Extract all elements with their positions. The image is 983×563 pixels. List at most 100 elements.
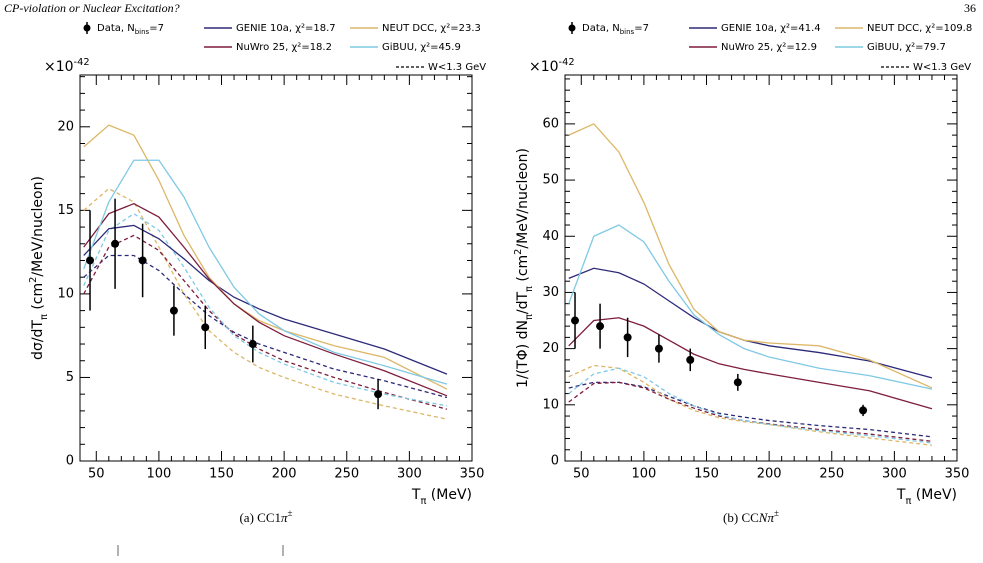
text-part: ± <box>774 508 779 518</box>
text-part: /MeV/nucleon) <box>30 176 46 277</box>
data-point <box>686 355 695 364</box>
dashed-curve <box>83 254 448 399</box>
text-part: T <box>411 487 421 503</box>
x-tick-label: 100 <box>631 467 656 482</box>
text-part: (cm <box>515 255 531 286</box>
dashed-curve <box>568 381 933 442</box>
x-tick-label: 350 <box>460 467 485 482</box>
legend-label: Data, Nbins=7 <box>582 23 649 36</box>
text-part: -42 <box>74 57 90 68</box>
x-tick-label: 200 <box>272 467 297 482</box>
y-tick-label: 5 <box>66 370 74 385</box>
text-part: bins <box>135 28 150 36</box>
data-point <box>111 239 120 248</box>
text-part: ×10 <box>529 59 559 75</box>
text-part: T <box>896 487 906 503</box>
text-part: =7 <box>149 23 164 34</box>
x-tick-label: 50 <box>573 467 590 482</box>
legend-label: W<1.3 GeV <box>428 62 486 73</box>
x-axis-label: Tπ (MeV) <box>896 487 957 507</box>
y-tick-label: 0 <box>551 454 559 469</box>
x-tick-label: 250 <box>819 467 844 482</box>
x-tick-label: 200 <box>757 467 782 482</box>
x-tick-label: 250 <box>334 467 359 482</box>
data-point <box>86 256 95 265</box>
x-tick-label: 100 <box>146 467 171 482</box>
x-tick-label: 50 <box>88 467 105 482</box>
text-part: ×10 <box>44 59 74 75</box>
page-number: 36 <box>964 1 976 15</box>
model-curve <box>568 224 933 390</box>
data-point <box>596 322 605 331</box>
text-part: ± <box>288 508 293 518</box>
data-point <box>623 333 632 342</box>
model-curve <box>568 317 933 410</box>
text-part: =7 <box>634 23 649 34</box>
legend-label: W<1.3 GeV <box>913 62 971 73</box>
data-point <box>169 306 178 315</box>
x-tick-label: 350 <box>945 467 970 482</box>
model-curve <box>83 224 448 375</box>
y-tick-label: 30 <box>542 285 559 300</box>
legend-label: GENIE 10a, χ²=18.7 <box>236 23 336 34</box>
x-tick-label: 150 <box>209 467 234 482</box>
text-part: (b) CC <box>723 510 759 525</box>
caption: (a) CC1π± <box>239 508 292 525</box>
text-part: π <box>39 314 50 320</box>
legend-label: NEUT DCC, χ²=23.3 <box>382 23 481 34</box>
axis-exponent: ×10-42 <box>44 57 90 76</box>
legend-label: Data, Nbins=7 <box>97 23 164 36</box>
text-part: (cm <box>30 283 46 314</box>
legend-glyph <box>83 24 91 32</box>
data-point <box>654 344 663 353</box>
x-tick-label: 300 <box>882 467 907 482</box>
text-part: 1/(TΦ) dN <box>515 320 531 388</box>
y-axis-label: dσ/dTπ (cm2/MeV/nucleon) <box>28 176 50 360</box>
legend-label: GiBUU, χ²=79.7 <box>867 42 946 53</box>
data-point <box>859 406 868 415</box>
caption: (b) CCNπ± <box>723 508 779 525</box>
dashed-curve <box>83 212 448 407</box>
text-part: 2 <box>513 249 524 255</box>
running-title: CP-violation or Nuclear Excitation? <box>4 1 180 15</box>
legend-label: NuWro 25, χ²=12.9 <box>721 42 817 53</box>
text-part: /dT <box>515 292 531 315</box>
dashed-curve <box>568 364 933 446</box>
data-point <box>138 256 147 265</box>
text-part: 2 <box>28 277 39 283</box>
text-part: π <box>281 510 288 525</box>
y-axis-label: 1/(TΦ) dNπ/dTπ (cm2/MeV/nucleon) <box>513 148 535 388</box>
x-tick-label: 150 <box>694 467 719 482</box>
text-part: bins <box>620 28 635 36</box>
text-part: Nπ <box>758 510 775 525</box>
dashed-curve <box>83 187 448 420</box>
text-part: π <box>524 286 535 292</box>
dashed-curve <box>568 367 933 444</box>
y-tick-label: 20 <box>57 119 74 134</box>
legend-label: GENIE 10a, χ²=41.4 <box>721 23 821 34</box>
text-part: dσ/dT <box>30 320 46 360</box>
text-part: (a) CC1 <box>239 510 281 525</box>
data-point <box>201 323 210 332</box>
y-tick-label: 15 <box>57 203 74 218</box>
data-point <box>571 316 580 325</box>
legend-label: NuWro 25, χ²=18.2 <box>236 42 332 53</box>
data-point <box>374 390 383 399</box>
data-point <box>733 378 742 387</box>
text-part: π <box>905 496 911 507</box>
text-part: Data, N <box>582 23 620 34</box>
legend-label: NEUT DCC, χ²=109.8 <box>867 23 972 34</box>
model-curve <box>568 267 933 379</box>
plot-frame <box>79 74 473 462</box>
y-tick-label: 40 <box>542 229 559 244</box>
plot-frame <box>564 74 958 462</box>
text-part: -42 <box>559 57 575 68</box>
text-part: π <box>420 496 426 507</box>
y-tick-label: 10 <box>542 397 559 412</box>
data-point <box>248 340 257 349</box>
model-curve <box>83 159 448 385</box>
text-part: /MeV/nucleon) <box>515 148 531 249</box>
y-tick-label: 60 <box>542 116 559 131</box>
model-curve <box>83 124 448 390</box>
